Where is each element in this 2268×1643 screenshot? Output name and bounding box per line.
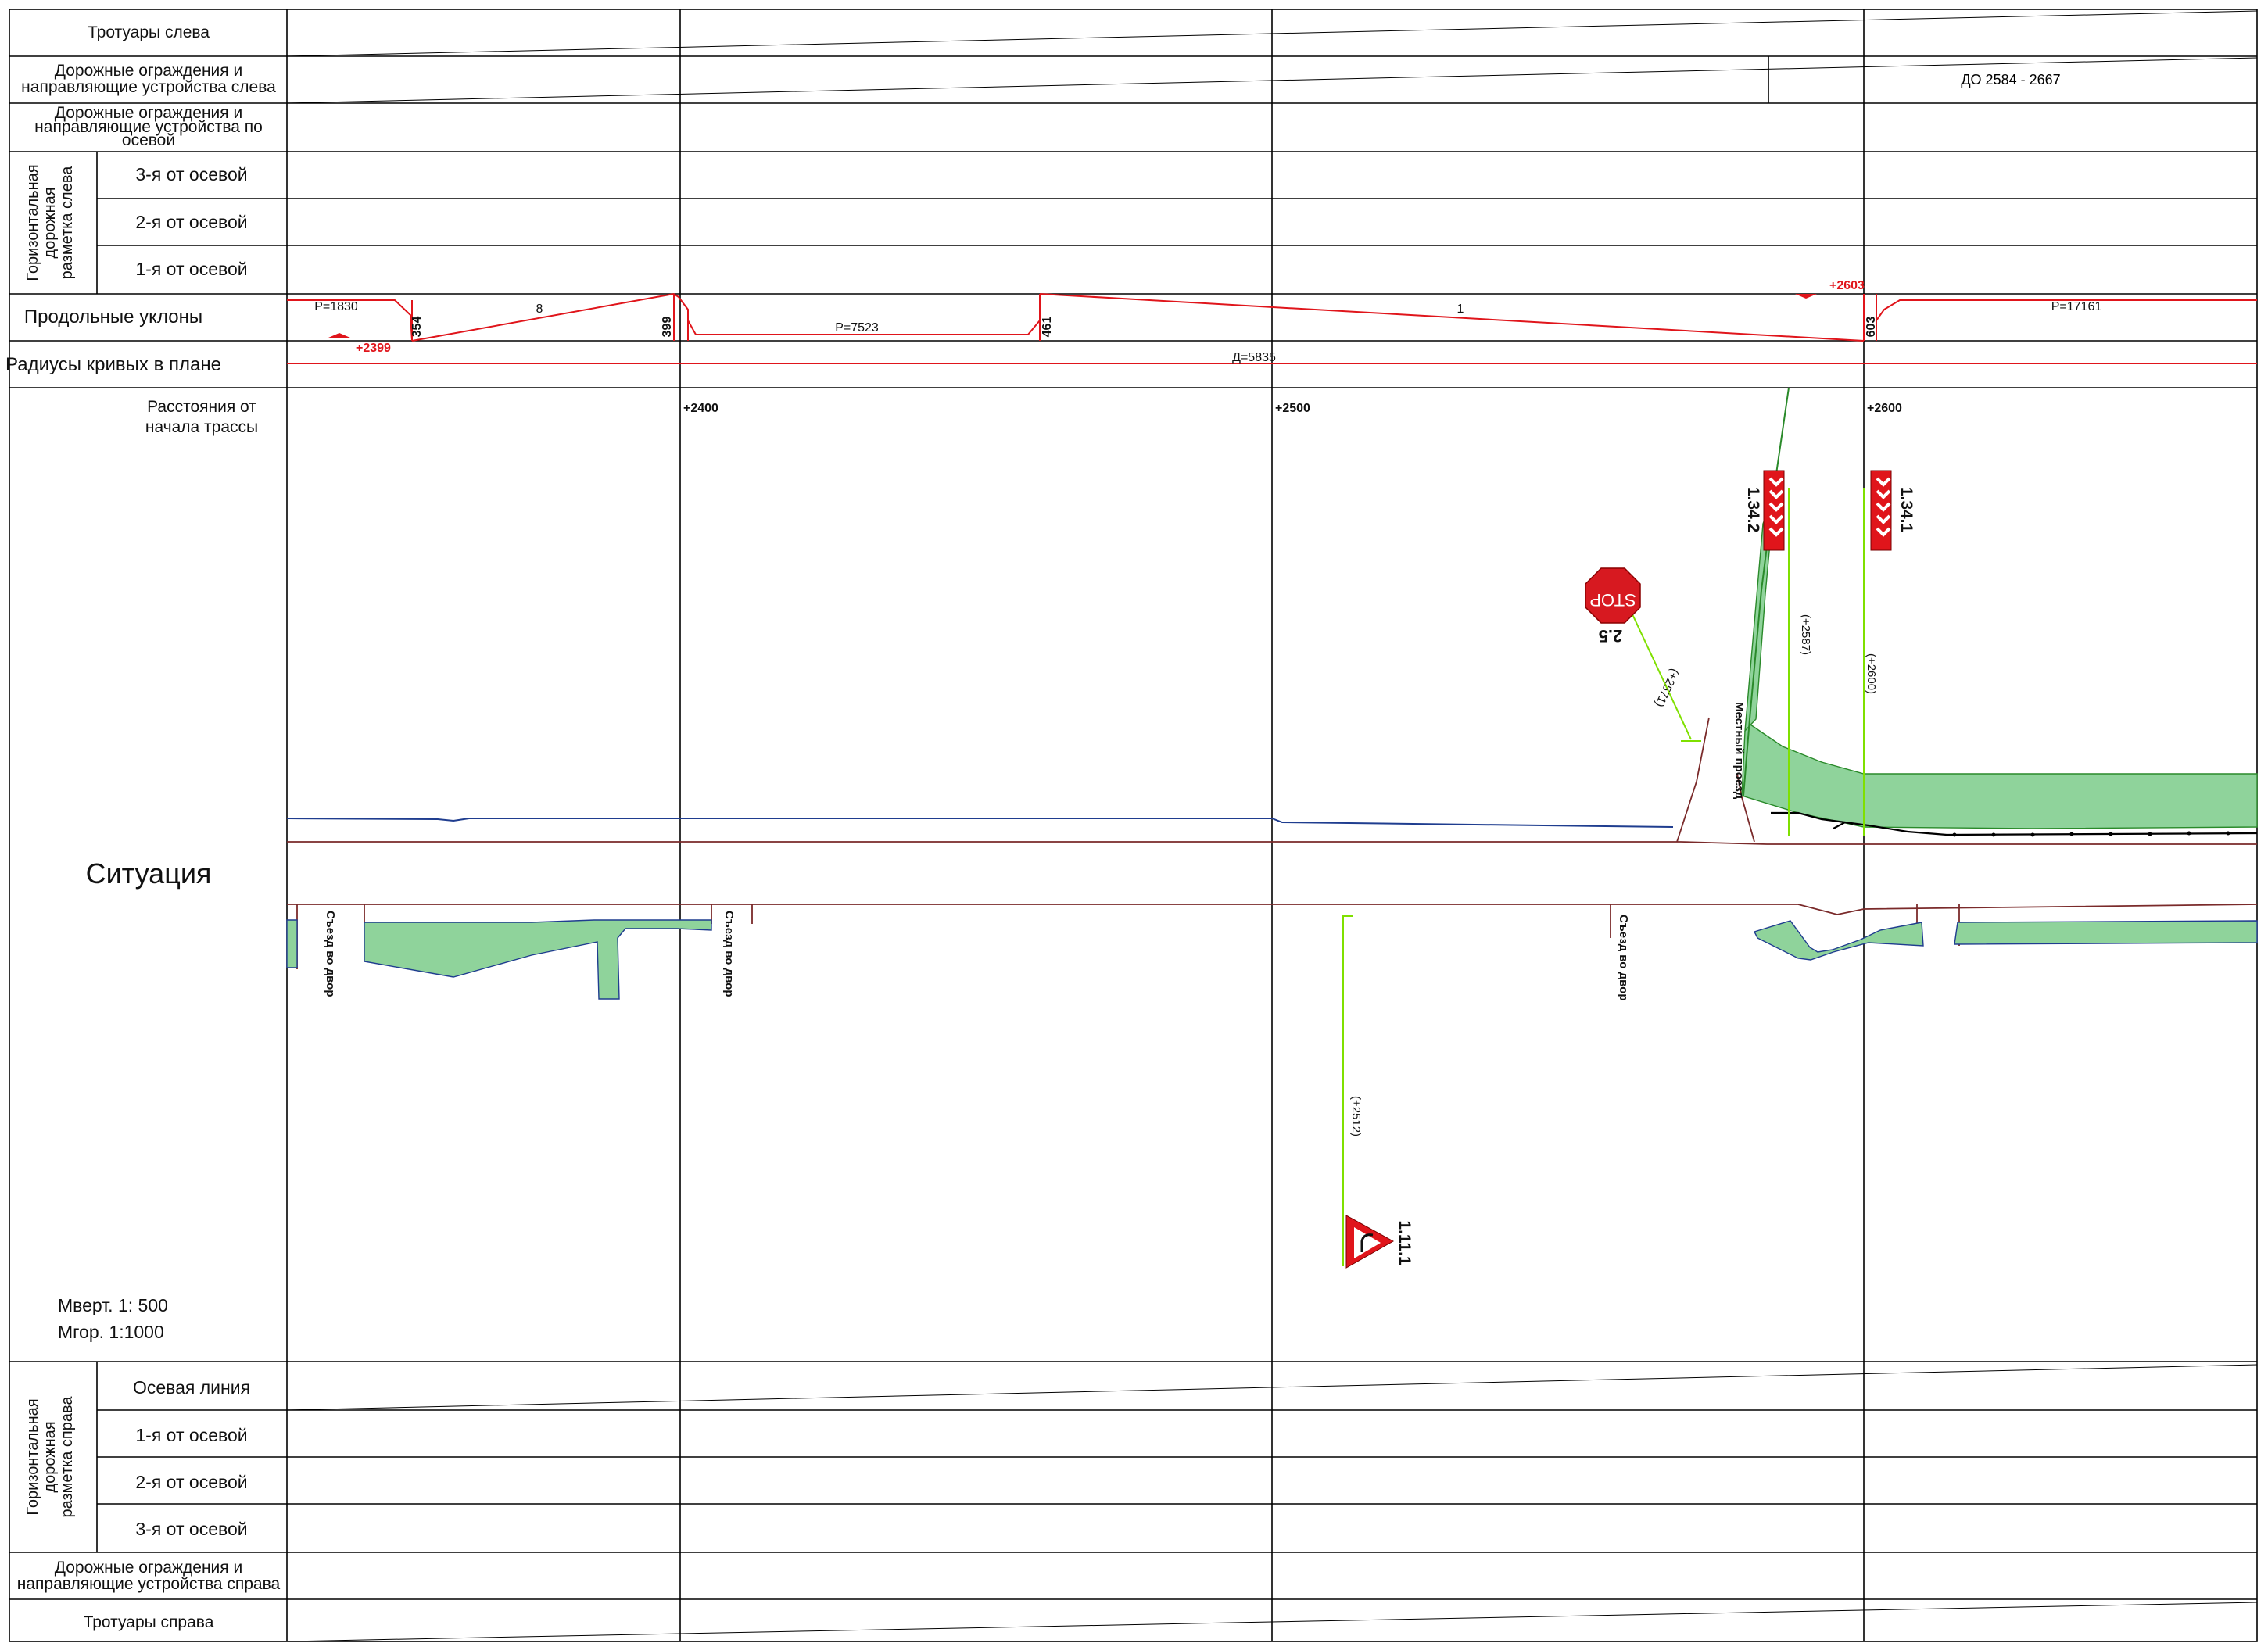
profile-marker-2399: [328, 333, 350, 338]
radius-label-17161: Р=17161: [2051, 300, 2102, 313]
stop-sign-text: STOP: [1589, 590, 1636, 610]
guard-left-range: ДО 2584 - 2667: [1961, 72, 2060, 88]
sign-1341-code: 1.34.1: [1897, 487, 1915, 533]
label-distances-2: начала трассы: [145, 418, 258, 436]
row-headers: Тротуары слева Дорожные ограждения и нап…: [5, 23, 280, 1631]
label-scale-vertical: Мверт. 1: 500: [58, 1295, 168, 1315]
breakpoint-461: 461: [1041, 317, 1054, 338]
breakpoint-603: 603: [1865, 317, 1878, 338]
sign-stop-position: (+2571): [1652, 667, 1681, 709]
green-road-line: [1743, 387, 1790, 796]
profile-graph: [287, 293, 2257, 364]
label-guard-left-1: Дорожные ограждения и: [55, 62, 242, 80]
local-road-label: Местный проезд: [1732, 702, 1746, 800]
label-guard-axis-2: направляющие устройства по: [34, 118, 263, 136]
situation-plan: [286, 387, 2258, 1266]
profile-labels: Р=1830 Р=7523 Р=17161 8 1 Д=5835 +2399 +…: [314, 279, 2101, 364]
sign-leaders: [1342, 488, 1865, 1266]
label-situation: Ситуация: [86, 857, 212, 890]
svg-text:разметка справа: разметка справа: [59, 1396, 76, 1518]
label-guard-left-2: направляющие устройства слева: [21, 78, 276, 96]
sign-1342-code: 1.34.2: [1744, 487, 1762, 532]
breakpoint-354: 354: [410, 317, 424, 338]
slope-label-8: 8: [536, 302, 543, 316]
svg-text:Горизонтальная: Горизонтальная: [24, 164, 41, 281]
table-grid: [9, 9, 2258, 1642]
radius-label-1830: Р=1830: [314, 300, 358, 313]
label-marking-right-axis: Осевая линия: [133, 1377, 250, 1398]
label-marking-left-1: 1-я от осевой: [135, 259, 247, 279]
label-distances-1: Расстояния от: [147, 398, 256, 416]
chevron-sign-1341-icon: 1.34.1: [1870, 470, 1915, 551]
radius-label-7523: Р=7523: [835, 321, 879, 335]
svg-text:дорожная: дорожная: [41, 187, 59, 258]
label-marking-right-2: 2-я от осевой: [135, 1472, 247, 1492]
label-marking-right-1: 1-я от осевой: [135, 1425, 247, 1445]
picket-2500: +2500: [1275, 402, 1310, 415]
curve-label: Д=5835: [1232, 351, 1276, 364]
slope-label-1: 1: [1457, 302, 1464, 316]
guardrail-line: [1771, 811, 2258, 836]
label-guard-axis-1: Дорожные ограждения и: [55, 104, 242, 122]
mark-label-2399: +2399: [356, 342, 391, 355]
sign-1111-code: 1.11.1: [1396, 1220, 1413, 1265]
driveway-label-3: Съезд во двор: [1617, 915, 1630, 1000]
road-edges: [287, 717, 2258, 969]
scale-notes: Мверт. 1: 500 Мгор. 1:1000: [58, 1295, 168, 1342]
stop-sign-icon: STOP 2.5: [1585, 567, 1641, 646]
situation-labels: Съезд во двор Съезд во двор Съезд во дво…: [324, 614, 1878, 1136]
guardrail-posts: [1952, 831, 2230, 837]
label-guard-right-2: направляющие устройства справа: [17, 1575, 281, 1593]
svg-text:разметка слева: разметка слева: [59, 166, 76, 280]
svg-text:Горизонтальная: Горизонтальная: [24, 1398, 41, 1515]
driveway-label-1: Съезд во двор: [324, 911, 337, 997]
label-sidewalks-right: Тротуары справа: [84, 1613, 214, 1631]
label-marking-left-2: 2-я от осевой: [135, 212, 247, 232]
label-guard-right-1: Дорожные ограждения и: [55, 1559, 242, 1577]
vertical-label-right: Горизонтальная дорожная разметка справа: [24, 1396, 76, 1518]
sign-1342-position: (+2587): [1799, 614, 1812, 655]
green-areas: [286, 919, 2258, 1000]
picket-labels: +2400 +2500 +2600: [683, 402, 1902, 415]
mark-label-2603: +2603: [1829, 279, 1865, 292]
label-slopes: Продольные уклоны: [24, 306, 202, 328]
picket-2600: +2600: [1867, 402, 1902, 415]
label-sidewalks-left: Тротуары слева: [88, 23, 210, 41]
label-radii: Радиусы кривых в плане: [5, 354, 221, 375]
svg-text:дорожная: дорожная: [41, 1421, 59, 1492]
vertical-label-left: Горизонтальная дорожная разметка слева: [24, 164, 76, 281]
green-right-upper: [1741, 721, 2258, 829]
picket-2400: +2400: [683, 402, 718, 415]
chevron-sign-1342-icon: 1.34.2: [1744, 470, 1785, 551]
breakpoint-399: 399: [661, 317, 674, 338]
label-guard-axis-3: осевой: [122, 131, 175, 149]
driveway-label-2: Съезд во двор: [722, 911, 736, 997]
curve-warning-sign-icon: 1.11.1: [1345, 1215, 1413, 1269]
stop-sign-code: 2.5: [1599, 626, 1623, 646]
sign-1111-position: (+2512): [1349, 1096, 1363, 1136]
label-marking-left-3: 3-я от осевой: [135, 164, 247, 184]
profile-marker-2603: [1795, 294, 1817, 299]
label-marking-right-3: 3-я от осевой: [135, 1519, 247, 1539]
sign-1341-position: (+2600): [1865, 653, 1878, 694]
row-diagonals: [286, 10, 2258, 1642]
label-scale-horizontal: Мгор. 1:1000: [58, 1322, 164, 1342]
kerb-line: [286, 818, 1674, 828]
